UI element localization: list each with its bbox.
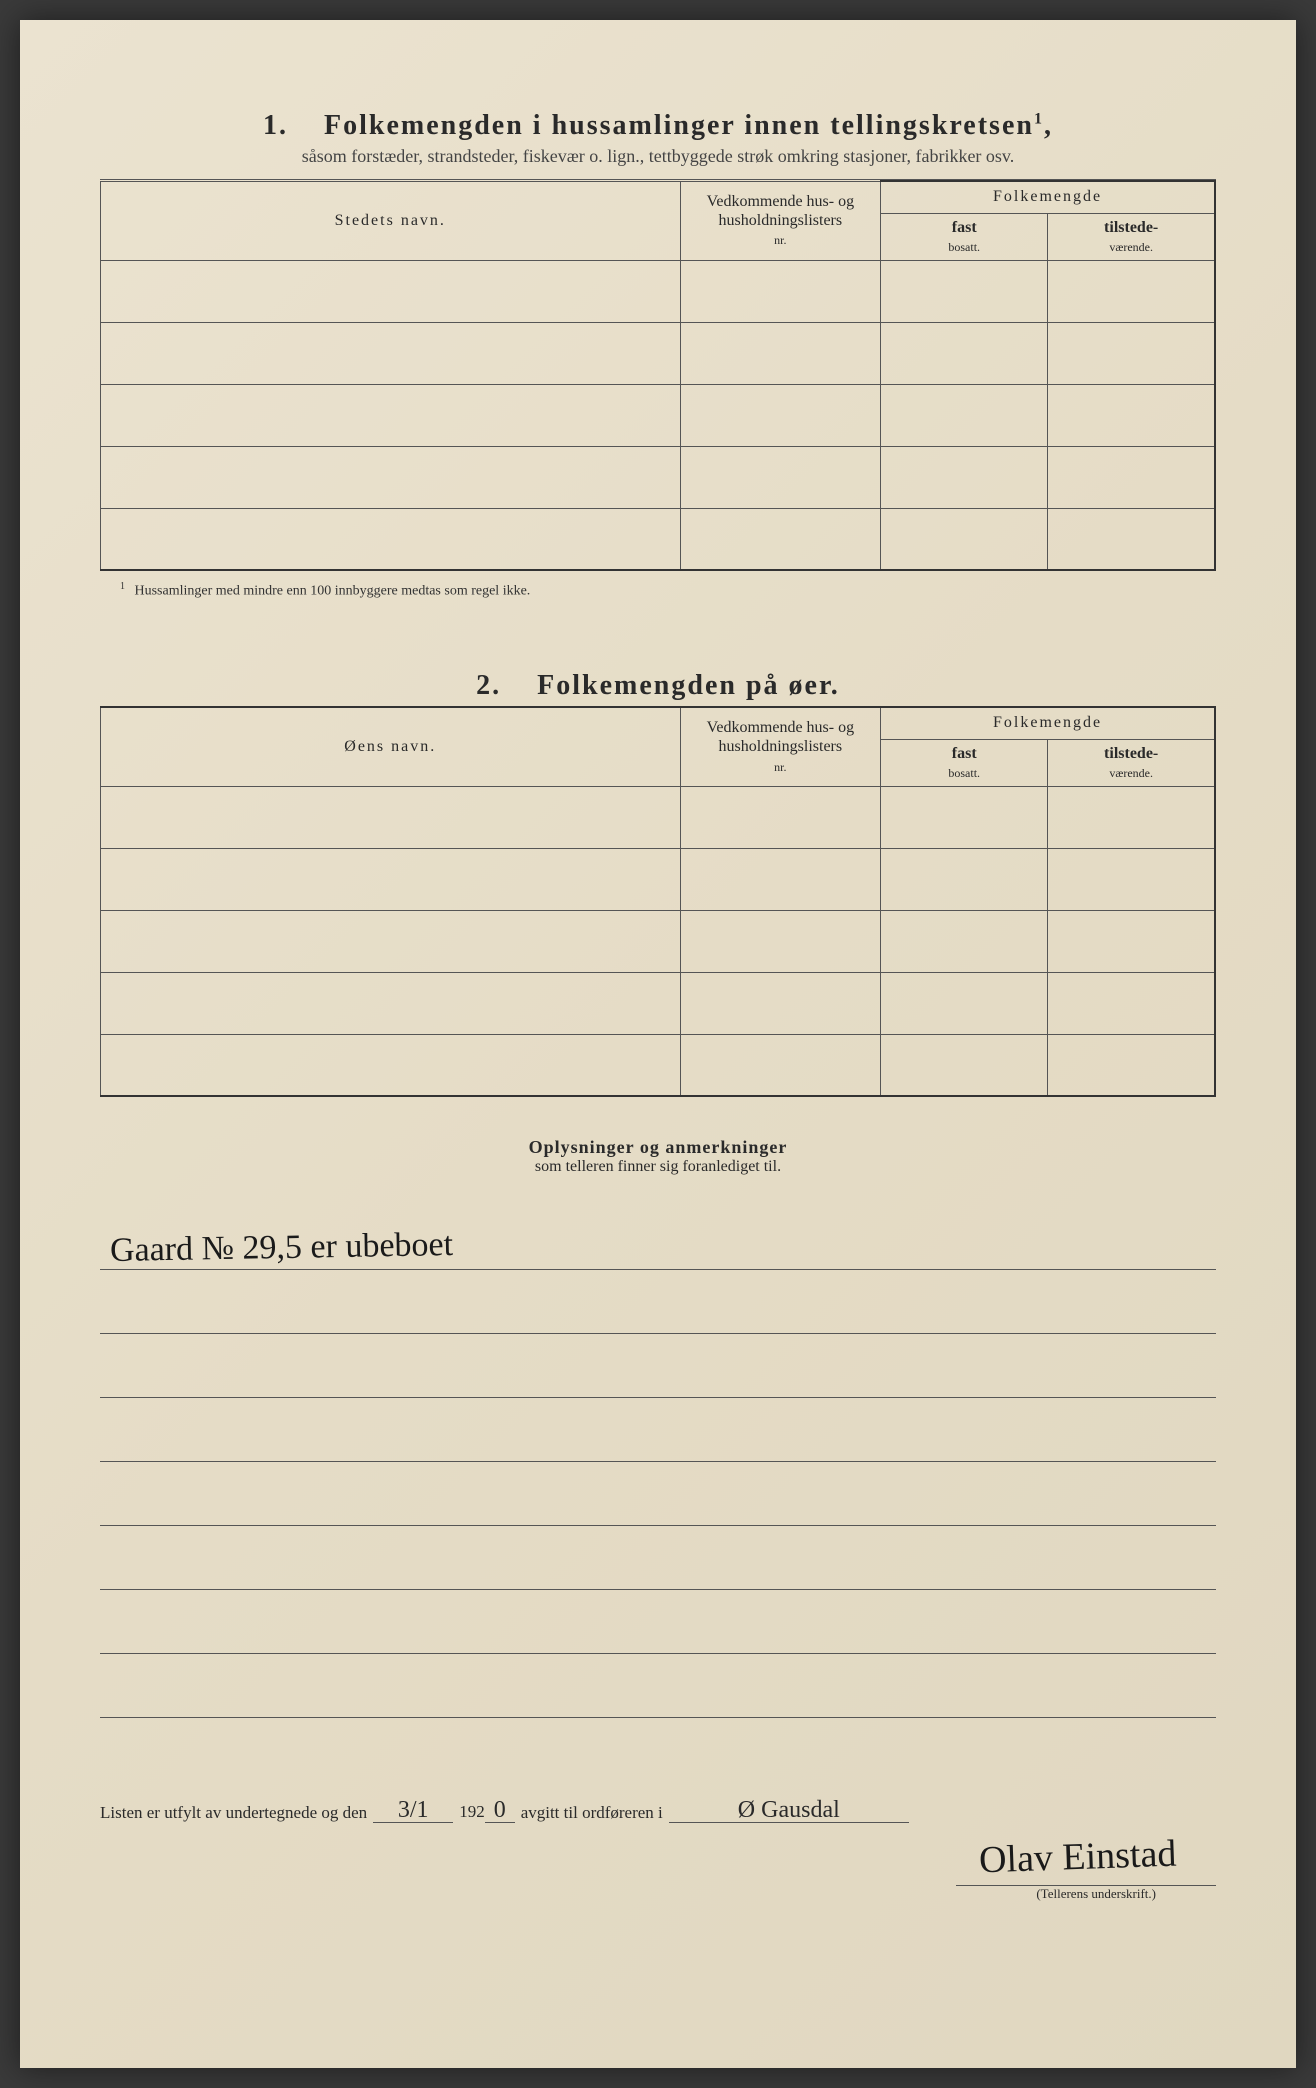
col-header-nr: Vedkommende hus- og husholdningslisters … — [680, 181, 881, 260]
nr2-l1: Vedkommende hus- og — [707, 719, 855, 736]
til2-l2: værende. — [1109, 766, 1153, 780]
handwritten-note: Gaard № 29,5 er ubeboet — [110, 1226, 454, 1270]
til2-l1: tilstede- — [1104, 745, 1158, 762]
oplysninger-subtitle: som telleren finner sig foranlediget til… — [100, 1158, 1216, 1176]
section2-title: 2. Folkemengden på øer. — [100, 670, 1216, 702]
footnote-text: Hussamlinger med mindre enn 100 innbygge… — [135, 584, 531, 599]
section1-tbody — [101, 260, 1216, 570]
table-row — [101, 910, 1216, 972]
notes-area: Gaard № 29,5 er ubeboet — [100, 1206, 1216, 1718]
section1-table: Stedets navn. Vedkommende hus- og hushol… — [100, 180, 1216, 571]
section2-number: 2. — [476, 670, 501, 701]
ruled-line — [100, 1334, 1216, 1398]
col2-header-name-text: Øens navn. — [344, 738, 436, 755]
fast-l2: bosatt. — [948, 240, 980, 254]
table-row — [101, 446, 1216, 508]
table-row — [101, 260, 1216, 322]
fast-l1: fast — [952, 219, 977, 236]
col-header-name-text: Stedets navn. — [335, 212, 446, 229]
col-header-fast: fast bosatt. — [881, 213, 1048, 260]
ruled-line — [100, 1654, 1216, 1718]
signature-label: (Tellerens underskrift.) — [956, 1885, 1216, 1902]
nr-l1: Vedkommende hus- og — [707, 193, 855, 210]
col-header-til: tilstede- værende. — [1048, 213, 1215, 260]
ruled-line — [100, 1270, 1216, 1334]
table-row — [101, 384, 1216, 446]
col-header-name: Stedets navn. — [101, 181, 681, 260]
section1-title-text: Folkemengden i hussamlinger innen tellin… — [324, 110, 1034, 141]
signature-handwriting: Olav Einstad — [978, 1832, 1177, 1883]
nr-l2: husholdningslisters — [719, 212, 843, 229]
col2-header-name: Øens navn. — [101, 707, 681, 786]
bottom-text1: Listen er utfylt av undertegnede og den — [100, 1803, 367, 1823]
ruled-line — [100, 1590, 1216, 1654]
col2-header-fast: fast bosatt. — [881, 739, 1048, 786]
folkemengde-text: Folkemengde — [993, 188, 1102, 205]
col-header-folkemengde: Folkemengde — [881, 181, 1215, 213]
ruled-line — [100, 1526, 1216, 1590]
bottom-statement: Listen er utfylt av undertegnede og den … — [100, 1798, 1216, 1823]
fast2-l2: bosatt. — [948, 766, 980, 780]
section1-number: 1. — [263, 110, 288, 141]
folkemengde2-text: Folkemengde — [993, 714, 1102, 731]
table-row — [101, 1034, 1216, 1096]
section1-subtitle: såsom forstæder, strandsteder, fiskevær … — [100, 146, 1216, 167]
til-l1: tilstede- — [1104, 219, 1158, 236]
table-row — [101, 972, 1216, 1034]
oplysninger-title: Oplysninger og anmerkninger — [100, 1137, 1216, 1158]
ruled-line: Gaard № 29,5 er ubeboet — [100, 1206, 1216, 1270]
col2-header-nr: Vedkommende hus- og husholdningslisters … — [680, 707, 881, 786]
date-field: 3/1 — [373, 1798, 453, 1823]
til-l2: værende. — [1109, 240, 1153, 254]
fast2-l1: fast — [952, 745, 977, 762]
section1-sup: 1 — [1034, 111, 1044, 128]
nr-l3: nr. — [774, 233, 786, 247]
section2-title-text: Folkemengden på øer. — [537, 670, 840, 701]
bottom-text2: avgitt til ordføreren i — [521, 1803, 663, 1823]
nr2-l2: husholdningslisters — [719, 738, 843, 755]
table-row — [101, 508, 1216, 570]
year-prefix: 192 — [459, 1802, 485, 1821]
table-row — [101, 322, 1216, 384]
section1-footnote: 1 Hussamlinger med mindre enn 100 innbyg… — [120, 581, 1216, 600]
col2-header-folkemengde: Folkemengde — [881, 707, 1215, 739]
place-field: Ø Gausdal — [669, 1798, 909, 1823]
signature-area: Olav Einstad — [100, 1835, 1216, 1879]
document-page: 1. Folkemengden i hussamlinger innen tel… — [20, 20, 1296, 2068]
col2-header-til: tilstede- værende. — [1048, 739, 1215, 786]
ruled-line — [100, 1398, 1216, 1462]
ruled-line — [100, 1462, 1216, 1526]
section2-table: Øens navn. Vedkommende hus- og husholdni… — [100, 706, 1216, 1097]
section1-title: 1. Folkemengden i hussamlinger innen tel… — [100, 110, 1216, 142]
footnote-marker: 1 — [120, 581, 125, 592]
table-row — [101, 848, 1216, 910]
year-suffix: 0 — [485, 1798, 515, 1823]
section2-tbody — [101, 786, 1216, 1096]
nr2-l3: nr. — [774, 760, 786, 774]
table-row — [101, 786, 1216, 848]
